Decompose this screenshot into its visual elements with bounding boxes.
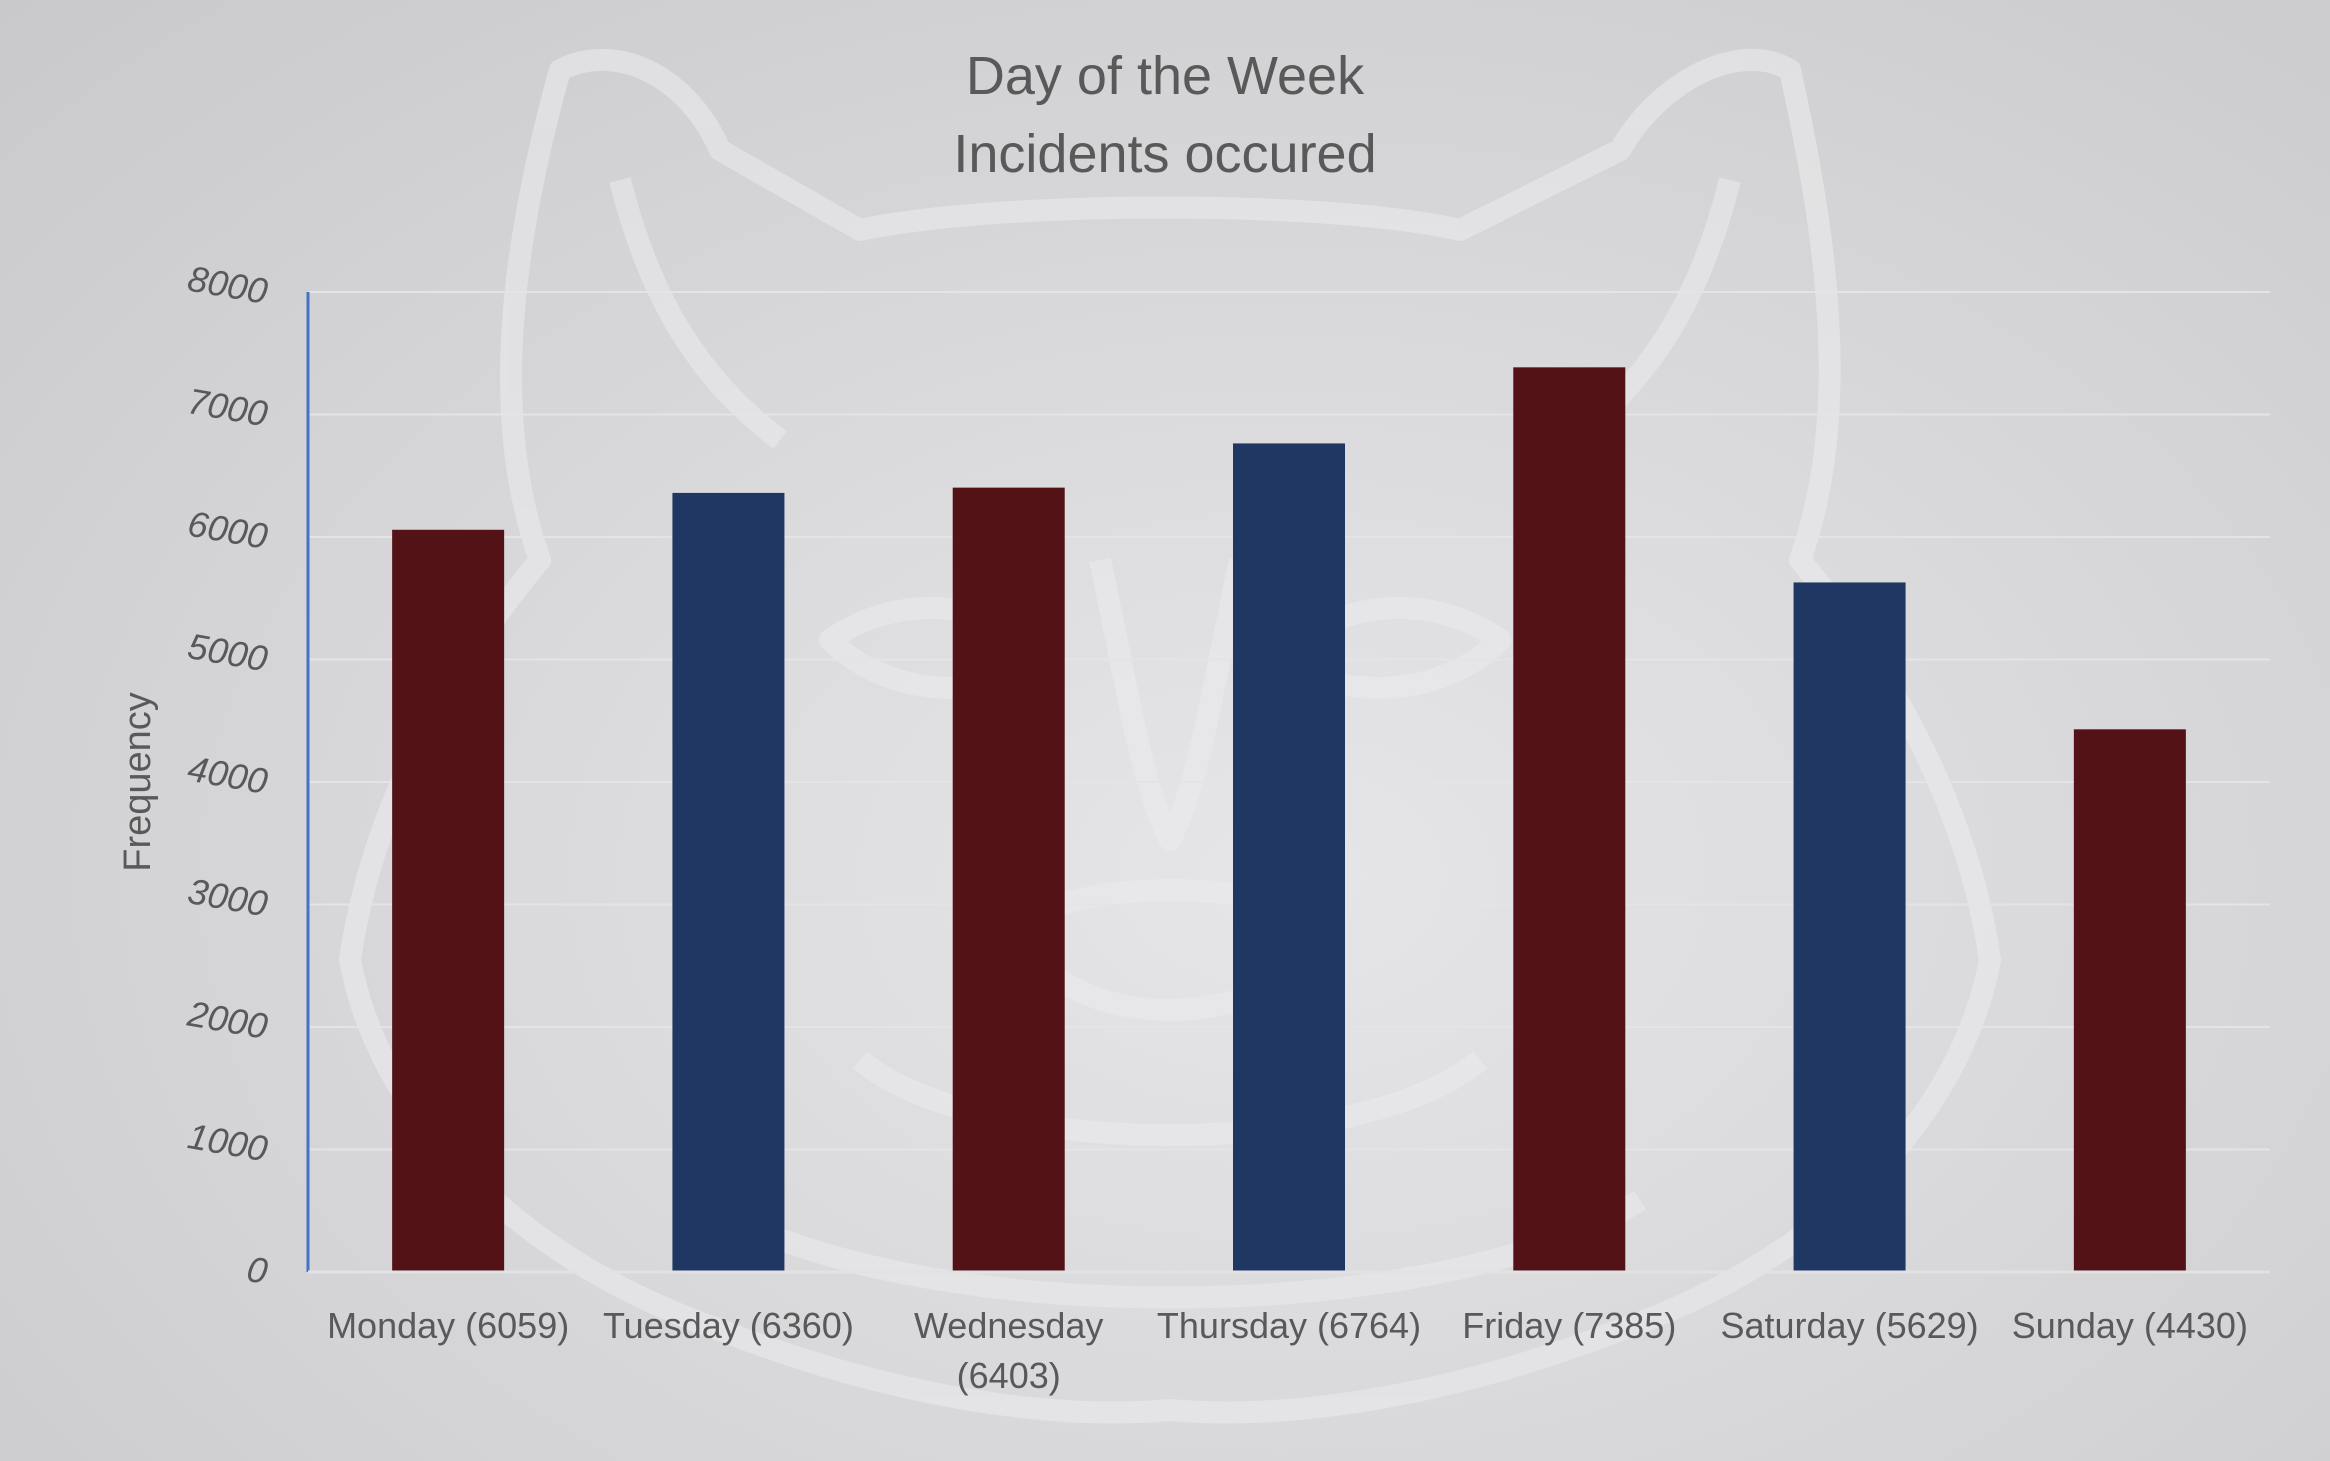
x-tick-label: Friday (7385) — [1462, 1305, 1676, 1346]
y-tick-label: 6000 — [185, 503, 271, 557]
y-tick-labels: 0 1000 2000 3000 4000 5000 6000 7000 8000 — [184, 258, 271, 1292]
y-tick-label: 5000 — [185, 625, 271, 679]
chart-title-line-2: Incidents occured — [953, 124, 1376, 184]
x-tick-label: Saturday (5629) — [1720, 1305, 1978, 1346]
y-tick-label: 2000 — [184, 992, 271, 1046]
bar — [392, 529, 505, 1272]
x-tick-label: Monday (6059) — [327, 1305, 569, 1346]
y-tick-label: 4000 — [185, 748, 271, 802]
bar — [1513, 367, 1626, 1272]
bar — [672, 492, 785, 1272]
x-tick-label: Tuesday (6360) — [603, 1305, 854, 1346]
wildcat-logo-icon — [339, 49, 2001, 1424]
bar — [952, 487, 1065, 1272]
y-tick-label: 0 — [244, 1248, 271, 1292]
y-tick-label: 1000 — [185, 1115, 271, 1169]
x-tick-labels: Monday (6059) Tuesday (6360) Wednesday (640… — [327, 1305, 2248, 1396]
y-tick-label: 7000 — [185, 380, 271, 434]
x-tick-label: Sunday (4430) — [2012, 1305, 2248, 1346]
x-tick-label: Wednesday (6403) — [914, 1305, 1103, 1396]
bar — [1793, 582, 1906, 1272]
y-axis-title: Frequency — [117, 692, 159, 872]
bar — [1233, 443, 1345, 1272]
x-tick-label: Thursday (6764) — [1157, 1305, 1421, 1346]
bars — [392, 367, 2186, 1272]
y-tick-label: 8000 — [185, 258, 271, 312]
bar — [2073, 729, 2186, 1272]
chart-title-line-1: Day of the Week — [966, 46, 1365, 106]
y-tick-label: 3000 — [185, 870, 271, 924]
